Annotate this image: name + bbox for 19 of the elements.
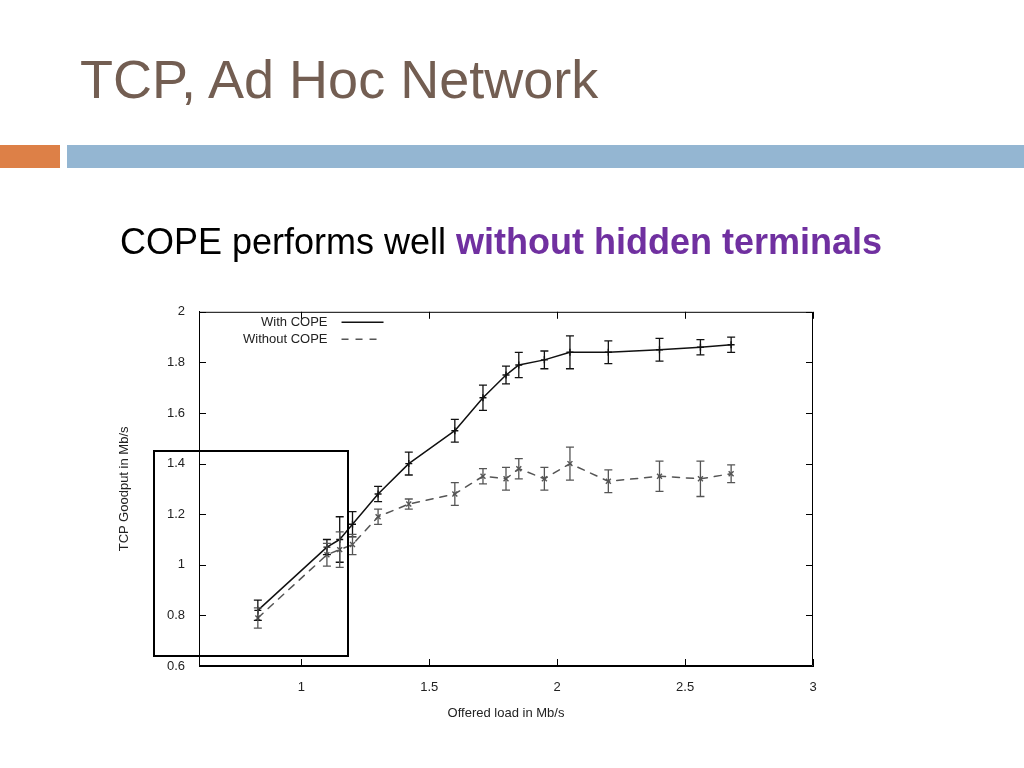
y-tick-label: 1.8 — [166, 353, 185, 369]
x-tick-label: 2 — [553, 679, 561, 695]
y-tick-label: 1.2 — [166, 505, 185, 521]
chart-title: TCP, Ad Hoc Network — [80, 49, 599, 109]
legend-label: With COPE — [261, 313, 328, 329]
y-tick-label: 1.6 — [166, 404, 185, 420]
x-tick-label: 2.5 — [676, 679, 695, 695]
y-tick-label: 0.6 — [166, 657, 185, 673]
x-axis-title: Offered load in Mb/s — [447, 704, 565, 720]
x-tick-label: 3 — [809, 679, 817, 695]
legend-label: Without COPE — [242, 330, 328, 346]
y-tick-label: 2 — [177, 303, 185, 319]
x-tick-label: 1 — [297, 679, 305, 695]
y-axis-title: TCP Goodput in Mb/s — [116, 426, 132, 552]
chart-subtitle: COPE performs well without hidden terminals — [120, 221, 883, 262]
y-tick-label: 1 — [177, 556, 185, 572]
y-tick-label: 0.8 — [166, 606, 185, 622]
y-tick-label: 1.4 — [166, 455, 185, 471]
x-tick-label: 1.5 — [420, 679, 439, 695]
